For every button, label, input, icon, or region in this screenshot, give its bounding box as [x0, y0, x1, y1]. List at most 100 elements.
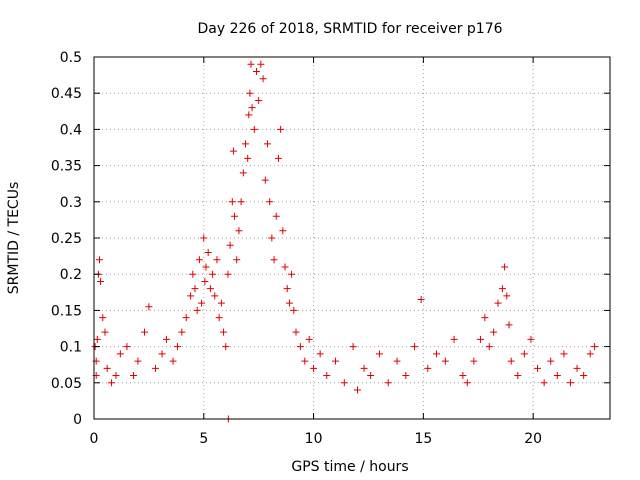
data-point [277, 125, 285, 133]
data-point [211, 292, 219, 300]
data-point [285, 299, 293, 307]
data-point [204, 248, 212, 256]
data-point [112, 372, 120, 380]
data-point [505, 321, 513, 329]
data-point [248, 104, 256, 112]
data-point [173, 343, 181, 351]
data-point [201, 277, 209, 285]
data-point [498, 285, 506, 293]
data-point [130, 372, 138, 380]
data-point [99, 314, 107, 322]
data-point [349, 343, 357, 351]
data-point [95, 256, 103, 264]
data-point [200, 234, 208, 242]
data-point [340, 379, 348, 387]
data-point [490, 328, 498, 336]
data-point [228, 198, 236, 206]
data-point [245, 111, 253, 119]
data-point [547, 357, 555, 365]
data-point [255, 96, 263, 104]
data-point [151, 364, 159, 372]
data-point [290, 306, 298, 314]
data-point [514, 372, 522, 380]
data-point [229, 147, 237, 155]
data-point [235, 227, 243, 235]
data-point [332, 357, 340, 365]
data-point [233, 256, 241, 264]
data-point [237, 198, 245, 206]
data-point [459, 372, 467, 380]
data-point [261, 176, 269, 184]
data-point [116, 350, 124, 358]
data-point [441, 357, 449, 365]
x-tick-label: 20 [524, 431, 542, 447]
data-point [239, 169, 247, 177]
data-point [463, 379, 471, 387]
data-point [520, 350, 528, 358]
y-tick-label: 0.3 [60, 195, 82, 211]
data-point [553, 372, 561, 380]
data-point [527, 335, 535, 343]
y-tick-label: 0.1 [60, 340, 82, 356]
data-point [534, 364, 542, 372]
data-point [259, 75, 267, 83]
data-point [224, 270, 232, 278]
data-point [476, 335, 484, 343]
data-point [206, 285, 214, 293]
data-point [566, 379, 574, 387]
y-tick-labels: 0 0.05 0.1 0.15 0.2 0.25 0.3 0.35 0.4 0.45 0.5 [51, 50, 82, 428]
data-point [353, 386, 361, 394]
data-point [187, 292, 195, 300]
x-tick-label: 0 [90, 431, 99, 447]
data-point [411, 343, 419, 351]
data-point [158, 350, 166, 358]
data-point [375, 350, 383, 358]
data-point [97, 277, 105, 285]
data-point [281, 263, 289, 271]
x-axis-label: GPS time / hours [291, 459, 408, 475]
data-point [246, 89, 254, 97]
x-tick-labels: 0 5 10 15 20 [90, 431, 543, 447]
data-point [244, 154, 252, 162]
data-point [209, 270, 217, 278]
y-tick-label: 0.2 [60, 267, 82, 283]
data-point [257, 60, 265, 68]
data-point [198, 299, 206, 307]
data-point [195, 256, 203, 264]
data-point [103, 364, 111, 372]
y-tick-label: 0.05 [51, 376, 82, 392]
data-point [540, 379, 548, 387]
data-point [470, 357, 478, 365]
data-point [217, 299, 225, 307]
y-tick-label: 0.45 [51, 86, 82, 102]
y-tick-label: 0.35 [51, 159, 82, 175]
data-point [169, 357, 177, 365]
data-point [580, 372, 588, 380]
data-point [252, 67, 260, 75]
data-point [222, 343, 230, 351]
data-point [384, 379, 392, 387]
y-tick-label: 0 [73, 412, 82, 428]
data-point [503, 292, 511, 300]
data-point [162, 335, 170, 343]
data-point [141, 328, 149, 336]
data-point [215, 314, 223, 322]
x-tick-label: 10 [305, 431, 323, 447]
chart-title: Day 226 of 2018, SRMTID for receiver p17… [197, 21, 502, 37]
data-point [402, 372, 410, 380]
data-point [123, 343, 131, 351]
data-point [367, 372, 375, 380]
data-point [560, 350, 568, 358]
data-point [360, 364, 368, 372]
data-point [272, 212, 280, 220]
data-point [591, 343, 599, 351]
data-point [316, 350, 324, 358]
data-point [274, 154, 282, 162]
data-point [301, 357, 309, 365]
data-point [266, 198, 274, 206]
y-tick-label: 0.15 [51, 303, 82, 319]
data-point [494, 299, 502, 307]
data-point [93, 335, 101, 343]
data-point [481, 314, 489, 322]
